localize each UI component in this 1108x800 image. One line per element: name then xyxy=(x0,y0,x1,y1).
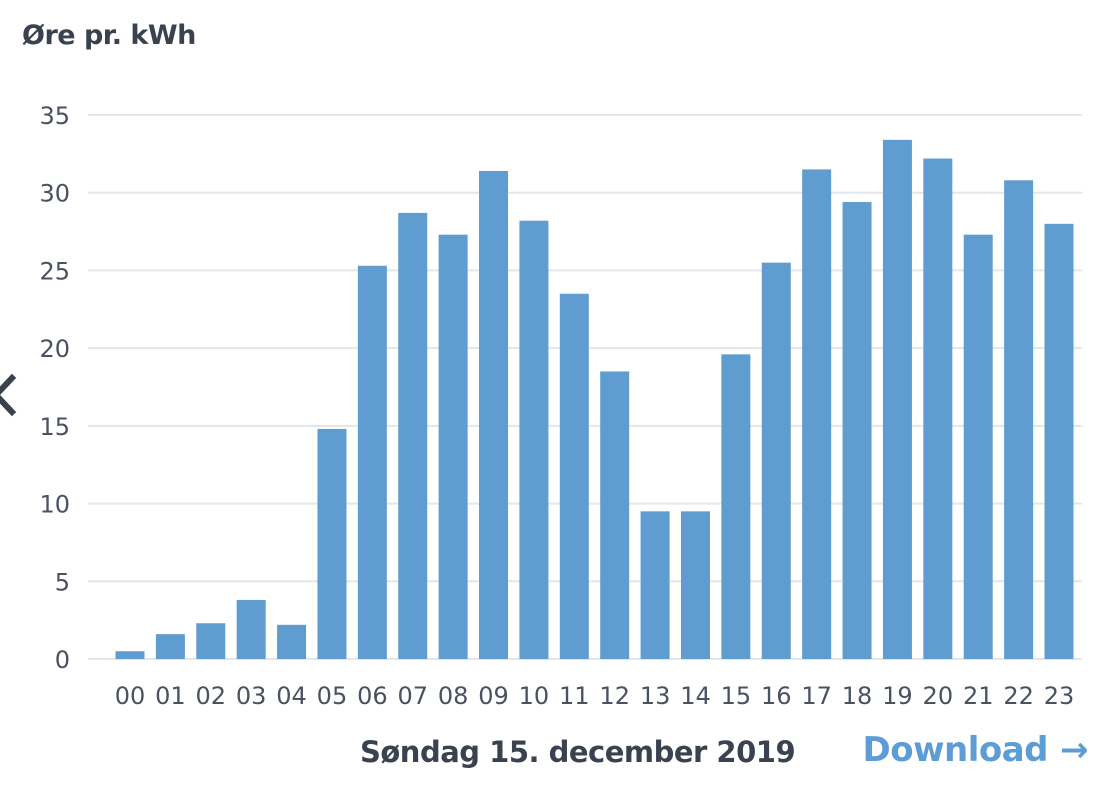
bar-07[interactable] xyxy=(398,212,428,660)
x-tick-label: 16 xyxy=(761,682,792,710)
y-tick-label: 30 xyxy=(39,180,70,208)
x-tick-label: 19 xyxy=(882,682,913,710)
x-tick-label: 21 xyxy=(963,682,994,710)
y-tick-label: 35 xyxy=(39,102,70,130)
x-tick-label: 20 xyxy=(923,682,954,710)
x-tick-label: 22 xyxy=(1003,682,1034,710)
x-tick-label: 00 xyxy=(115,682,146,710)
bar-15[interactable] xyxy=(721,354,751,659)
bar-20[interactable] xyxy=(923,158,953,659)
x-tick-label: 08 xyxy=(438,682,469,710)
x-tick-label: 23 xyxy=(1044,682,1075,710)
bar-01[interactable] xyxy=(155,634,185,659)
bar-06[interactable] xyxy=(357,265,387,659)
x-tick-label: 09 xyxy=(478,682,509,710)
download-label: Download xyxy=(862,730,1049,770)
bar-14[interactable] xyxy=(680,511,710,659)
chevron-left-icon[interactable] xyxy=(0,370,20,420)
x-axis-ticks: 00 01 02 03 04 05 06 07 08 09 10 11 12 13 14 15 16 17 18 19… xyxy=(115,682,1075,710)
y-tick-label: 5 xyxy=(55,568,70,596)
bar-02[interactable] xyxy=(196,623,226,659)
bar-23[interactable] xyxy=(1044,223,1074,660)
bars xyxy=(115,139,1074,660)
x-tick-label: 06 xyxy=(357,682,388,710)
x-tick-label: 02 xyxy=(196,682,227,710)
bar-21[interactable] xyxy=(963,234,993,659)
bar-04[interactable] xyxy=(277,624,307,659)
bar-08[interactable] xyxy=(438,234,468,659)
y-tick-label: 10 xyxy=(39,491,70,519)
x-tick-label: 11 xyxy=(559,682,590,710)
x-tick-label: 05 xyxy=(317,682,348,710)
x-tick-label: 18 xyxy=(842,682,873,710)
x-tick-label: 03 xyxy=(236,682,267,710)
y-axis-ticks: 0 5 10 15 20 25 30 35 xyxy=(39,102,70,674)
y-tick-label: 0 xyxy=(55,646,70,674)
bar-16[interactable] xyxy=(761,262,791,659)
y-axis-unit-label: Øre pr. kWh xyxy=(22,20,196,51)
bar-09[interactable] xyxy=(479,170,509,659)
download-link[interactable]: Download → xyxy=(863,730,1089,770)
x-tick-label: 17 xyxy=(801,682,832,710)
y-tick-label: 15 xyxy=(39,413,70,441)
date-label: Søndag 15. december 2019 xyxy=(360,735,796,769)
bar-03[interactable] xyxy=(236,599,266,659)
x-tick-label: 01 xyxy=(155,682,186,710)
bar-18[interactable] xyxy=(842,202,872,660)
bar-17[interactable] xyxy=(802,169,832,659)
bar-05[interactable] xyxy=(317,428,347,659)
x-tick-label: 12 xyxy=(599,682,630,710)
bar-11[interactable] xyxy=(559,293,589,659)
y-tick-label: 20 xyxy=(39,335,70,363)
x-tick-label: 04 xyxy=(276,682,307,710)
bar-19[interactable] xyxy=(882,139,912,659)
bar-22[interactable] xyxy=(1004,180,1034,659)
x-tick-label: 14 xyxy=(680,682,711,710)
x-tick-label: 10 xyxy=(519,682,550,710)
bar-12[interactable] xyxy=(600,371,630,659)
bar-10[interactable] xyxy=(519,220,549,660)
bar-00[interactable] xyxy=(115,651,145,659)
arrow-right-icon: → xyxy=(1060,730,1089,770)
y-tick-label: 25 xyxy=(39,257,70,285)
x-tick-label: 13 xyxy=(640,682,671,710)
bar-13[interactable] xyxy=(640,511,670,659)
x-tick-label: 07 xyxy=(397,682,428,710)
x-tick-label: 15 xyxy=(721,682,752,710)
